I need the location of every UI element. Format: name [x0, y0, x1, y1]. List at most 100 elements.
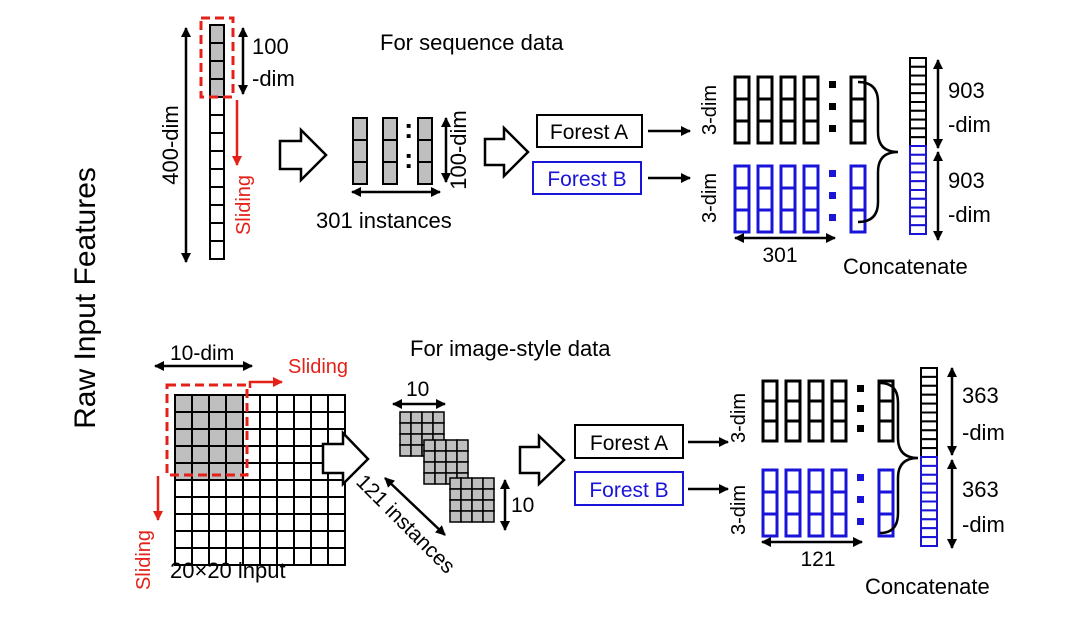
patch-cell	[460, 477, 473, 490]
ellipsis-dot	[857, 425, 864, 432]
grid-cell	[191, 428, 210, 447]
output-cell	[920, 393, 938, 405]
grid-cell	[191, 462, 210, 481]
concatenated-vector	[920, 367, 938, 547]
class-dim-a-label: 3-dim	[699, 85, 721, 135]
output-cell	[920, 491, 938, 503]
grid-cell	[259, 530, 278, 549]
grid-cell	[327, 411, 346, 430]
image-title: For image-style data	[410, 336, 611, 361]
class-vector	[802, 75, 820, 145]
grid-cell	[259, 445, 278, 464]
forest-b-label: Forest B	[547, 168, 626, 191]
grid-cell	[174, 445, 193, 464]
grid-cell	[327, 394, 346, 413]
sequence-window-box	[199, 16, 235, 99]
instance-cell	[352, 139, 368, 163]
patch-cell	[471, 477, 484, 490]
grid-cell	[208, 462, 227, 481]
output-b-top: 903	[948, 168, 985, 193]
instance-cell	[382, 139, 398, 163]
class-vector	[756, 75, 774, 145]
grid-cell	[293, 445, 312, 464]
grid-cell	[293, 513, 312, 532]
instance-cell	[417, 161, 433, 185]
sliding-right-label: Sliding	[288, 356, 348, 378]
concat-brace	[857, 80, 899, 224]
output-cell	[909, 215, 927, 227]
output-cell	[909, 109, 927, 121]
grid-cell	[293, 547, 312, 566]
grid-cell	[174, 496, 193, 515]
output-cell	[909, 171, 927, 183]
patch-cell	[432, 422, 445, 435]
ellipsis-dot	[857, 385, 864, 392]
patch-cell	[445, 439, 458, 452]
patch-cell	[456, 461, 469, 474]
ellipsis-dot	[829, 103, 836, 110]
patch-cell	[432, 411, 445, 424]
concat-brace	[879, 381, 919, 535]
count-label: 301	[762, 244, 797, 267]
patch-cell	[460, 488, 473, 501]
grid-cell	[242, 513, 261, 532]
output-cell	[909, 162, 927, 174]
instance-cell	[352, 117, 368, 141]
ellipsis-dot	[829, 125, 836, 132]
output-cell	[920, 473, 938, 485]
patch-cell	[434, 439, 447, 452]
patch-cell	[471, 510, 484, 523]
output-cell	[920, 456, 938, 467]
grid-cell	[293, 479, 312, 498]
colon-dots: :	[404, 113, 413, 144]
class-vector	[784, 379, 802, 443]
class-vector	[830, 468, 848, 538]
grid-cell	[191, 496, 210, 515]
output-cell	[909, 127, 927, 139]
grid-cell	[208, 445, 227, 464]
grid-cell	[293, 411, 312, 430]
grid-cell	[242, 479, 261, 498]
grid-cell	[327, 513, 346, 532]
grid-cell	[259, 428, 278, 447]
sliding-label: Sliding	[233, 175, 255, 235]
grid-cell	[327, 530, 346, 549]
grid-cell	[225, 462, 244, 481]
patch-cell	[423, 439, 436, 452]
count-label: 121	[800, 548, 835, 571]
output-cell	[909, 92, 927, 103]
output-cell	[920, 536, 938, 547]
grid-cell	[310, 496, 329, 515]
block-arrow-2	[483, 124, 530, 180]
output-a-bottom: -dim	[962, 420, 1005, 445]
ellipsis-dot	[829, 170, 836, 177]
output-cell	[909, 57, 927, 68]
patch-cell	[445, 461, 458, 474]
output-cell	[920, 509, 938, 521]
input-cell	[209, 114, 225, 134]
grid-cell	[225, 445, 244, 464]
class-vectors-b	[733, 164, 867, 234]
grid-cell	[276, 428, 295, 447]
ellipsis-dot	[829, 214, 836, 221]
class-vector	[807, 468, 825, 538]
window-dim-bottom: -dim	[252, 66, 295, 91]
input-cell	[209, 78, 225, 98]
grid-cell	[191, 530, 210, 549]
output-cell	[920, 464, 938, 476]
class-vector	[779, 75, 797, 145]
input-cell	[209, 96, 225, 116]
patch-cell	[449, 510, 462, 523]
patch-cell	[471, 488, 484, 501]
grid-cell	[259, 479, 278, 498]
forest-b-box	[574, 471, 684, 506]
patch-cell	[410, 433, 423, 446]
grid-cell	[225, 513, 244, 532]
concatenated-vector	[909, 57, 927, 235]
output-cell	[920, 411, 938, 423]
ellipsis-dot	[857, 405, 864, 412]
class-dim-b-label: 3-dim	[728, 485, 750, 535]
input-cell	[209, 132, 225, 152]
output-cell	[909, 74, 927, 86]
